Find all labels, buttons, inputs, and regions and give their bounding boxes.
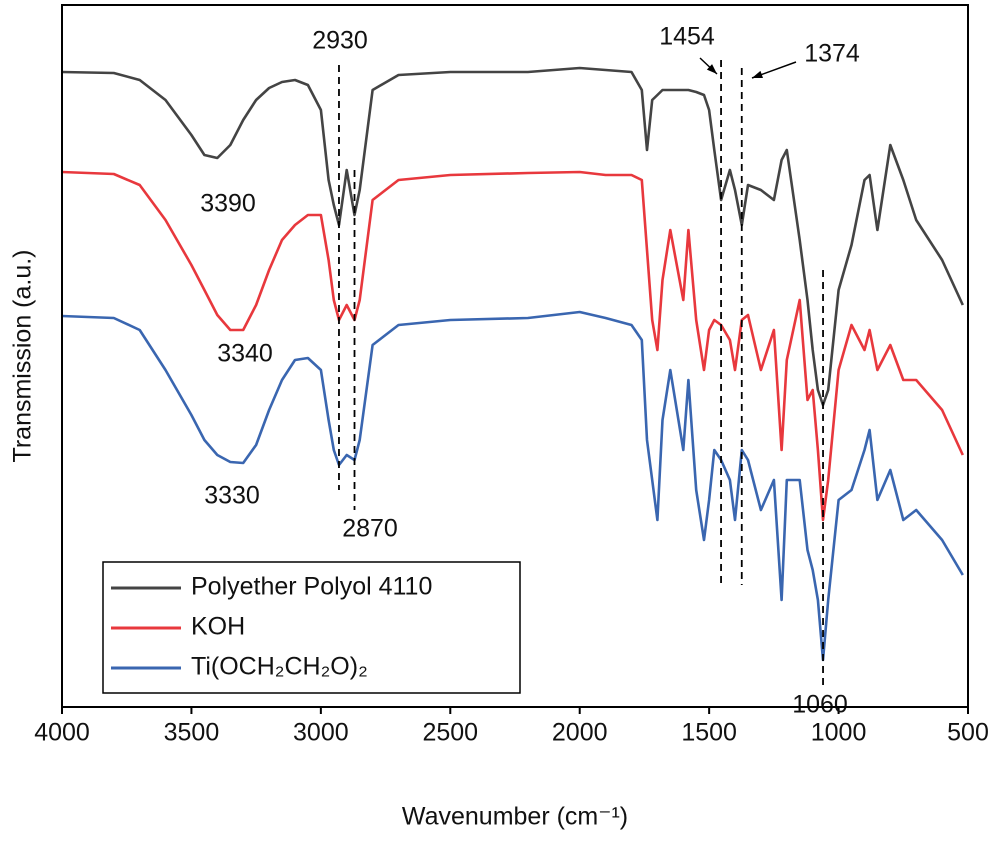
spectrum-line xyxy=(61,170,964,522)
x-tick-label: 500 xyxy=(947,719,989,747)
x-tick-label: 3500 xyxy=(164,719,220,747)
peak-label: 2930 xyxy=(312,27,368,55)
peak-label: 1060 xyxy=(792,691,848,719)
legend-label: KOH xyxy=(191,613,245,641)
x-tick-label: 3000 xyxy=(293,719,349,747)
peak-label: 3390 xyxy=(200,190,256,218)
peak-label: 1454 xyxy=(659,23,715,51)
x-tick-label: 1000 xyxy=(811,719,867,747)
x-axis-label: Wavenumber (cm⁻¹) xyxy=(402,803,628,831)
spectrum-line xyxy=(61,66,964,407)
peak-label: 3340 xyxy=(217,340,273,368)
peak-label: 2870 xyxy=(342,515,398,543)
plot-frame xyxy=(61,4,969,708)
x-tick-label: 1500 xyxy=(681,719,737,747)
arrow-head xyxy=(706,64,717,74)
x-tick-label: 2000 xyxy=(552,719,608,747)
spectrum-line xyxy=(61,310,964,662)
peak-label: 1374 xyxy=(804,40,860,68)
peak-label: 3330 xyxy=(204,482,260,510)
arrow-head xyxy=(752,70,763,79)
legend-label: Ti(OCH₂CH₂O)₂ xyxy=(191,653,368,681)
x-tick-label: 4000 xyxy=(34,719,90,747)
legend-label: Polyether Polyol 4110 xyxy=(191,573,432,601)
y-axis-label: Transmission (a.u.) xyxy=(9,249,37,462)
x-tick-label: 2500 xyxy=(422,719,478,747)
